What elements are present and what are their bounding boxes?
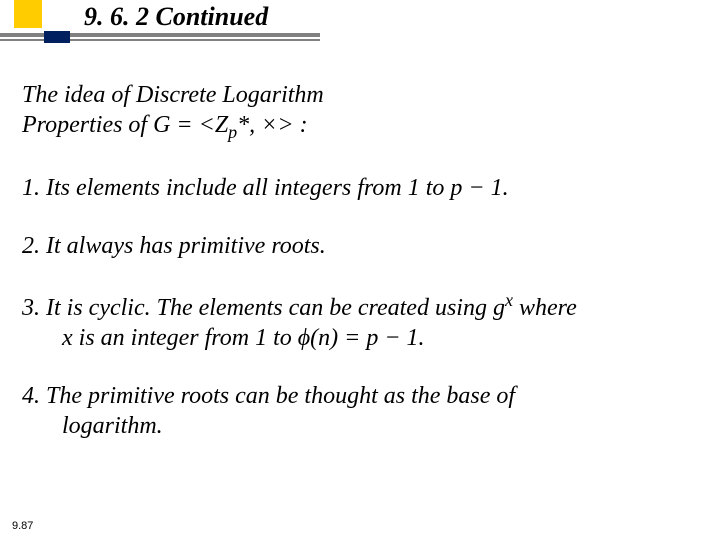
accent-block — [44, 31, 70, 43]
slide-content: The idea of Discrete Logarithm Propertie… — [0, 62, 720, 441]
slide-number: 9.87 — [12, 520, 33, 532]
intro-line2-pre: Properties of G = <Z — [22, 112, 228, 138]
point-1: 1. Its elements include all integers fro… — [22, 173, 692, 203]
point-2: 2. It always has primitive roots. — [22, 231, 692, 261]
point-3-superscript: x — [505, 290, 513, 310]
bullet-square-icon — [14, 0, 42, 28]
point-3: 3. It is cyclic. The elements can be cre… — [22, 289, 692, 353]
intro-subscript: p — [228, 122, 237, 142]
intro-line2-post: *, ×> : — [237, 112, 307, 138]
intro-text: The idea of Discrete Logarithm Propertie… — [22, 80, 692, 143]
point-4: 4. The primitive roots can be thought as… — [22, 381, 692, 441]
point-3b: where — [513, 295, 577, 321]
point-3a: 3. It is cyclic. The elements can be cre… — [22, 295, 505, 321]
point-3c: x is an integer from 1 to ϕ(n) = p − 1. — [22, 323, 692, 353]
intro-line1: The idea of Discrete Logarithm — [22, 82, 324, 108]
point-4b: logarithm. — [22, 411, 692, 441]
point-4a: 4. The primitive roots can be thought as… — [22, 383, 515, 409]
slide-header: 9. 6. 2 Continued — [0, 0, 720, 62]
slide-title: 9. 6. 2 Continued — [84, 2, 268, 32]
